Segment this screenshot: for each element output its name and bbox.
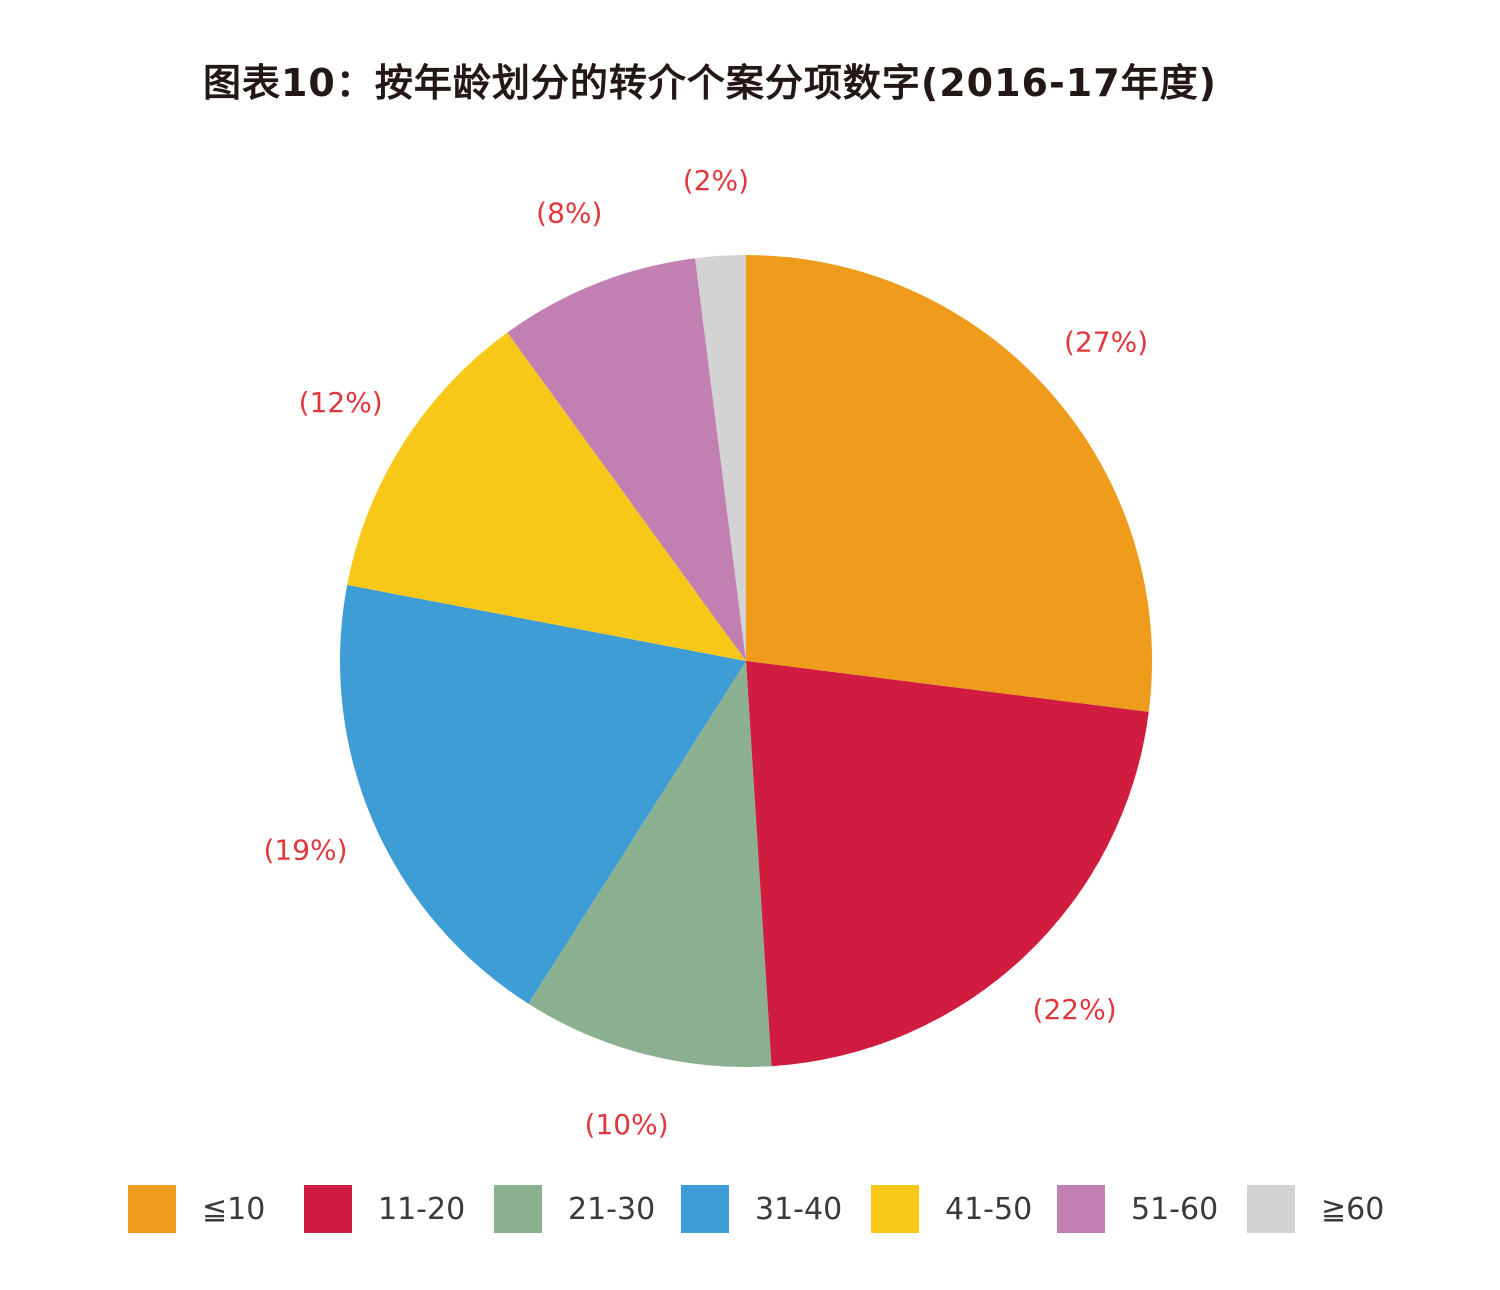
legend-item-le10: ≦10	[128, 1185, 265, 1233]
pie-slices	[339, 255, 1153, 1068]
legend-label: 21-30	[568, 1191, 656, 1227]
legend-swatch	[681, 1185, 729, 1233]
legend-label: 31-40	[755, 1191, 843, 1227]
slice-percent-label: (22%)	[1033, 993, 1117, 1026]
legend-item-ge60: ≧60	[1247, 1185, 1384, 1233]
slice-percent-label: (10%)	[585, 1108, 669, 1141]
pie-slice-31-40	[339, 584, 746, 1004]
pie-labels: (27%) (22%) (10%) (19%) (12%) (8%) (2%)	[263, 164, 1148, 1141]
legend-item-51-60: 51-60	[1057, 1185, 1218, 1233]
legend-swatch	[1057, 1185, 1105, 1233]
legend-swatch	[304, 1185, 352, 1233]
slice-percent-label: (2%)	[683, 164, 749, 197]
legend-item-21-30: 21-30	[494, 1185, 655, 1233]
chart-title: 图表10：按年龄划分的转介个案分项数字(2016-17年度)	[202, 61, 1218, 105]
pie-slice-51-60	[507, 258, 746, 661]
legend-swatch	[871, 1185, 919, 1233]
legend-swatch	[494, 1185, 542, 1233]
slice-percent-label: (8%)	[536, 197, 602, 230]
legend-label: ≧60	[1321, 1191, 1385, 1227]
slice-percent-label: (19%)	[263, 834, 347, 867]
legend-label: ≦10	[202, 1191, 266, 1227]
pie-slice-60	[695, 255, 746, 661]
pie-slice-21-30	[528, 661, 772, 1068]
pie-chart: (27%) (22%) (10%) (19%) (12%) (8%) (2%)	[263, 164, 1153, 1141]
legend-label: 51-60	[1131, 1191, 1219, 1227]
pie-slice-41-50	[347, 332, 746, 661]
legend-item-11-20: 11-20	[304, 1185, 465, 1233]
slice-percent-label: (27%)	[1064, 326, 1148, 359]
legend-swatch	[128, 1185, 176, 1233]
pie-slice-11-20	[746, 661, 1149, 1067]
legend-item-41-50: 41-50	[871, 1185, 1032, 1233]
legend-label: 11-20	[378, 1191, 466, 1227]
legend-label: 41-50	[945, 1191, 1033, 1227]
legend-swatch	[1247, 1185, 1295, 1233]
legend-item-31-40: 31-40	[681, 1185, 842, 1233]
pie-slice-10	[746, 255, 1153, 712]
slice-percent-label: (12%)	[299, 386, 383, 419]
